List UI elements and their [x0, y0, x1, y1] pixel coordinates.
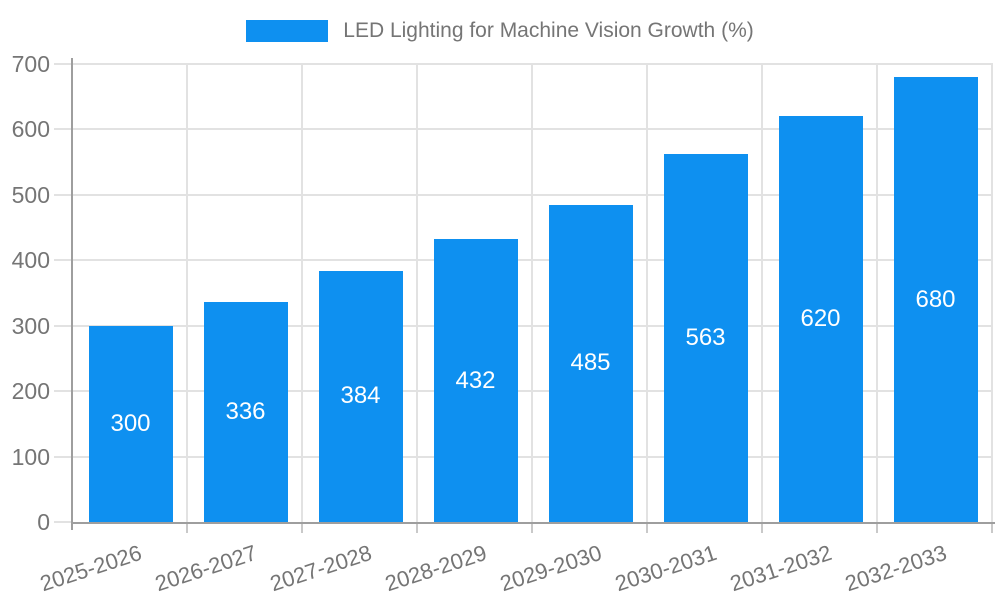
y-tick-label: 300	[11, 312, 50, 339]
x-tick	[416, 524, 418, 533]
x-gridline	[761, 64, 763, 522]
bar-value-label: 336	[225, 398, 266, 426]
y-tick	[54, 259, 71, 262]
y-axis-line	[71, 58, 73, 530]
y-gridline	[73, 128, 993, 131]
legend[interactable]: LED Lighting for Machine Vision Growth (…	[0, 14, 1000, 48]
y-tick-label: 200	[11, 378, 50, 405]
bar-value-label: 620	[800, 305, 841, 333]
bar[interactable]: 563	[663, 153, 748, 522]
x-tick-label: 2025-2026	[36, 540, 145, 597]
y-tick	[54, 390, 71, 393]
bar[interactable]: 432	[433, 239, 518, 522]
x-tick-label: 2032-2033	[841, 540, 950, 597]
x-tick	[186, 524, 188, 533]
y-gridline	[73, 455, 993, 458]
y-tick-label: 400	[11, 247, 50, 274]
x-gridline	[186, 64, 188, 522]
bar-value-label: 432	[455, 366, 496, 394]
x-gridline	[876, 64, 878, 522]
x-gridline	[991, 64, 993, 522]
y-tick-label: 700	[11, 51, 50, 77]
x-tick	[301, 524, 303, 533]
y-gridline	[73, 193, 993, 196]
x-tick-label: 2029-2030	[496, 540, 605, 597]
x-tick	[761, 524, 763, 533]
bar[interactable]: 680	[893, 77, 978, 522]
x-gridline	[646, 64, 648, 522]
plot-area: 300 336 384 432 485 563 620 680	[73, 63, 993, 522]
y-tick	[54, 128, 71, 131]
y-tick	[54, 193, 71, 196]
bar-value-label: 680	[915, 285, 956, 313]
bar[interactable]: 485	[548, 204, 633, 522]
x-tick-label: 2030-2031	[611, 540, 720, 597]
y-gridline	[73, 324, 993, 327]
x-tick-label: 2026-2027	[151, 540, 260, 597]
bar-value-label: 300	[110, 409, 151, 437]
legend-series-label: LED Lighting for Machine Vision Growth (…	[343, 19, 754, 42]
x-tick-label: 2028-2029	[381, 540, 490, 597]
bar[interactable]: 300	[88, 325, 173, 522]
x-tick-label: 2031-2032	[726, 540, 835, 597]
y-tick-label: 500	[11, 181, 50, 208]
x-tick	[646, 524, 648, 533]
x-gridline	[301, 64, 303, 522]
bar[interactable]: 384	[318, 270, 403, 522]
x-tick	[876, 524, 878, 533]
bar-value-label: 485	[570, 349, 611, 377]
y-tick	[54, 521, 71, 523]
y-gridline	[73, 390, 993, 393]
x-axis-line	[71, 522, 995, 524]
y-tick-label: 600	[11, 116, 50, 143]
y-gridline	[73, 63, 993, 65]
x-gridline	[531, 64, 533, 522]
legend-swatch	[246, 20, 329, 42]
x-tick	[991, 524, 993, 533]
bar-value-label: 384	[340, 382, 381, 410]
y-gridline	[73, 259, 993, 262]
x-gridline	[416, 64, 418, 522]
bar[interactable]: 620	[778, 116, 863, 522]
y-tick	[54, 455, 71, 458]
y-tick-label: 100	[11, 443, 50, 470]
bar-value-label: 563	[685, 323, 726, 351]
x-tick-label: 2027-2028	[266, 540, 375, 597]
bar[interactable]: 336	[203, 302, 288, 522]
y-tick-label: 0	[37, 509, 50, 535]
y-tick	[54, 324, 71, 327]
y-tick	[54, 63, 71, 65]
x-tick	[531, 524, 533, 533]
